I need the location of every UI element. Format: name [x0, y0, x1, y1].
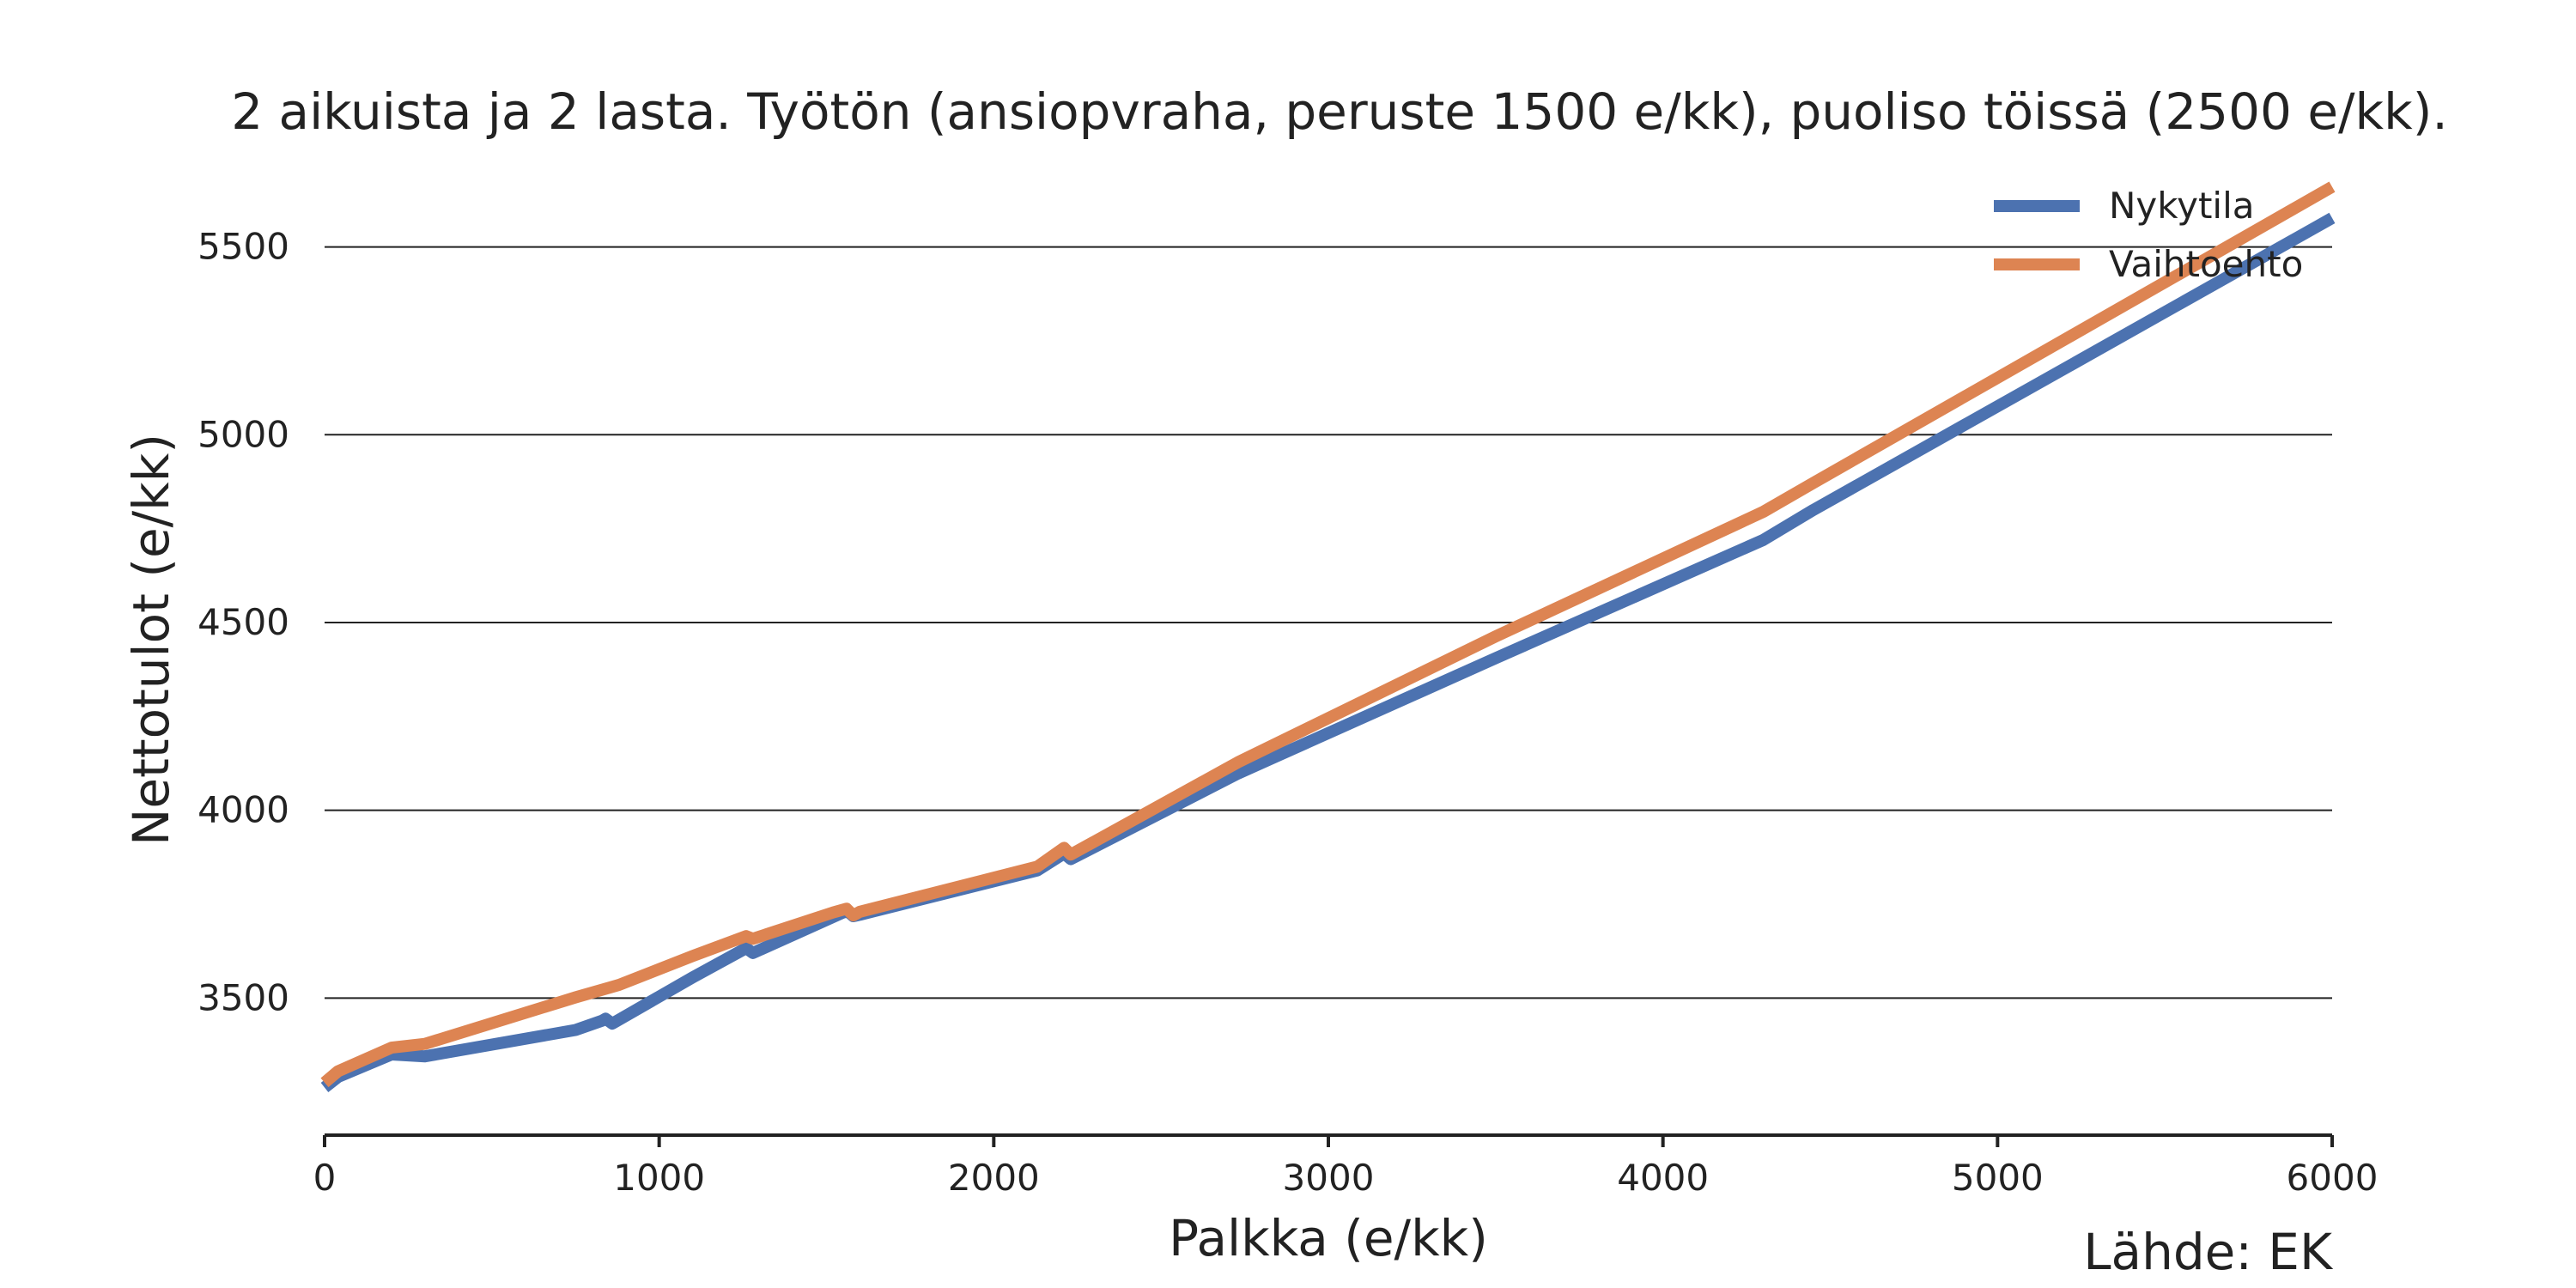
- y-tick-layer: 3500 4000 4500 5000 5500: [197, 226, 289, 1019]
- x-tick-label: 1000: [613, 1157, 705, 1199]
- legend: Nykytila Vaihtoehto: [1994, 185, 2303, 285]
- legend-label: Vaihtoehto: [2109, 243, 2303, 285]
- series-layer: [320, 181, 2336, 1092]
- x-tick-label: 2000: [948, 1157, 1040, 1199]
- series-line-vaihtoehto: [320, 181, 2336, 1088]
- x-axis-label: Palkka (e/kk): [1169, 1209, 1488, 1267]
- y-tick-label: 3500: [197, 976, 289, 1018]
- x-tick-label: 4000: [1617, 1157, 1709, 1199]
- y-tick-label: 4500: [197, 601, 289, 643]
- y-axis-label: Nettotulot (e/kk): [122, 434, 180, 846]
- y-tick-label: 5000: [197, 413, 289, 455]
- x-tick-label: 3000: [1283, 1157, 1375, 1199]
- y-tick-label: 4000: [197, 789, 289, 831]
- x-tick-label: 6000: [2287, 1157, 2379, 1199]
- y-tick-label: 5500: [197, 226, 289, 268]
- x-tick-label: 5000: [1952, 1157, 2044, 1199]
- grid-layer: [325, 246, 2332, 999]
- series-line-nykytila: [320, 212, 2336, 1092]
- source-note: Lähde: EK: [2083, 1223, 2334, 1281]
- legend-label: Nykytila: [2109, 185, 2255, 227]
- x-tick-label: 0: [313, 1157, 337, 1199]
- chart-title: 2 aikuista ja 2 lasta. Työtön (ansiopvra…: [231, 82, 2448, 141]
- x-tick-layer: 0 1000 2000 3000 4000 5000 6000: [313, 1135, 2379, 1199]
